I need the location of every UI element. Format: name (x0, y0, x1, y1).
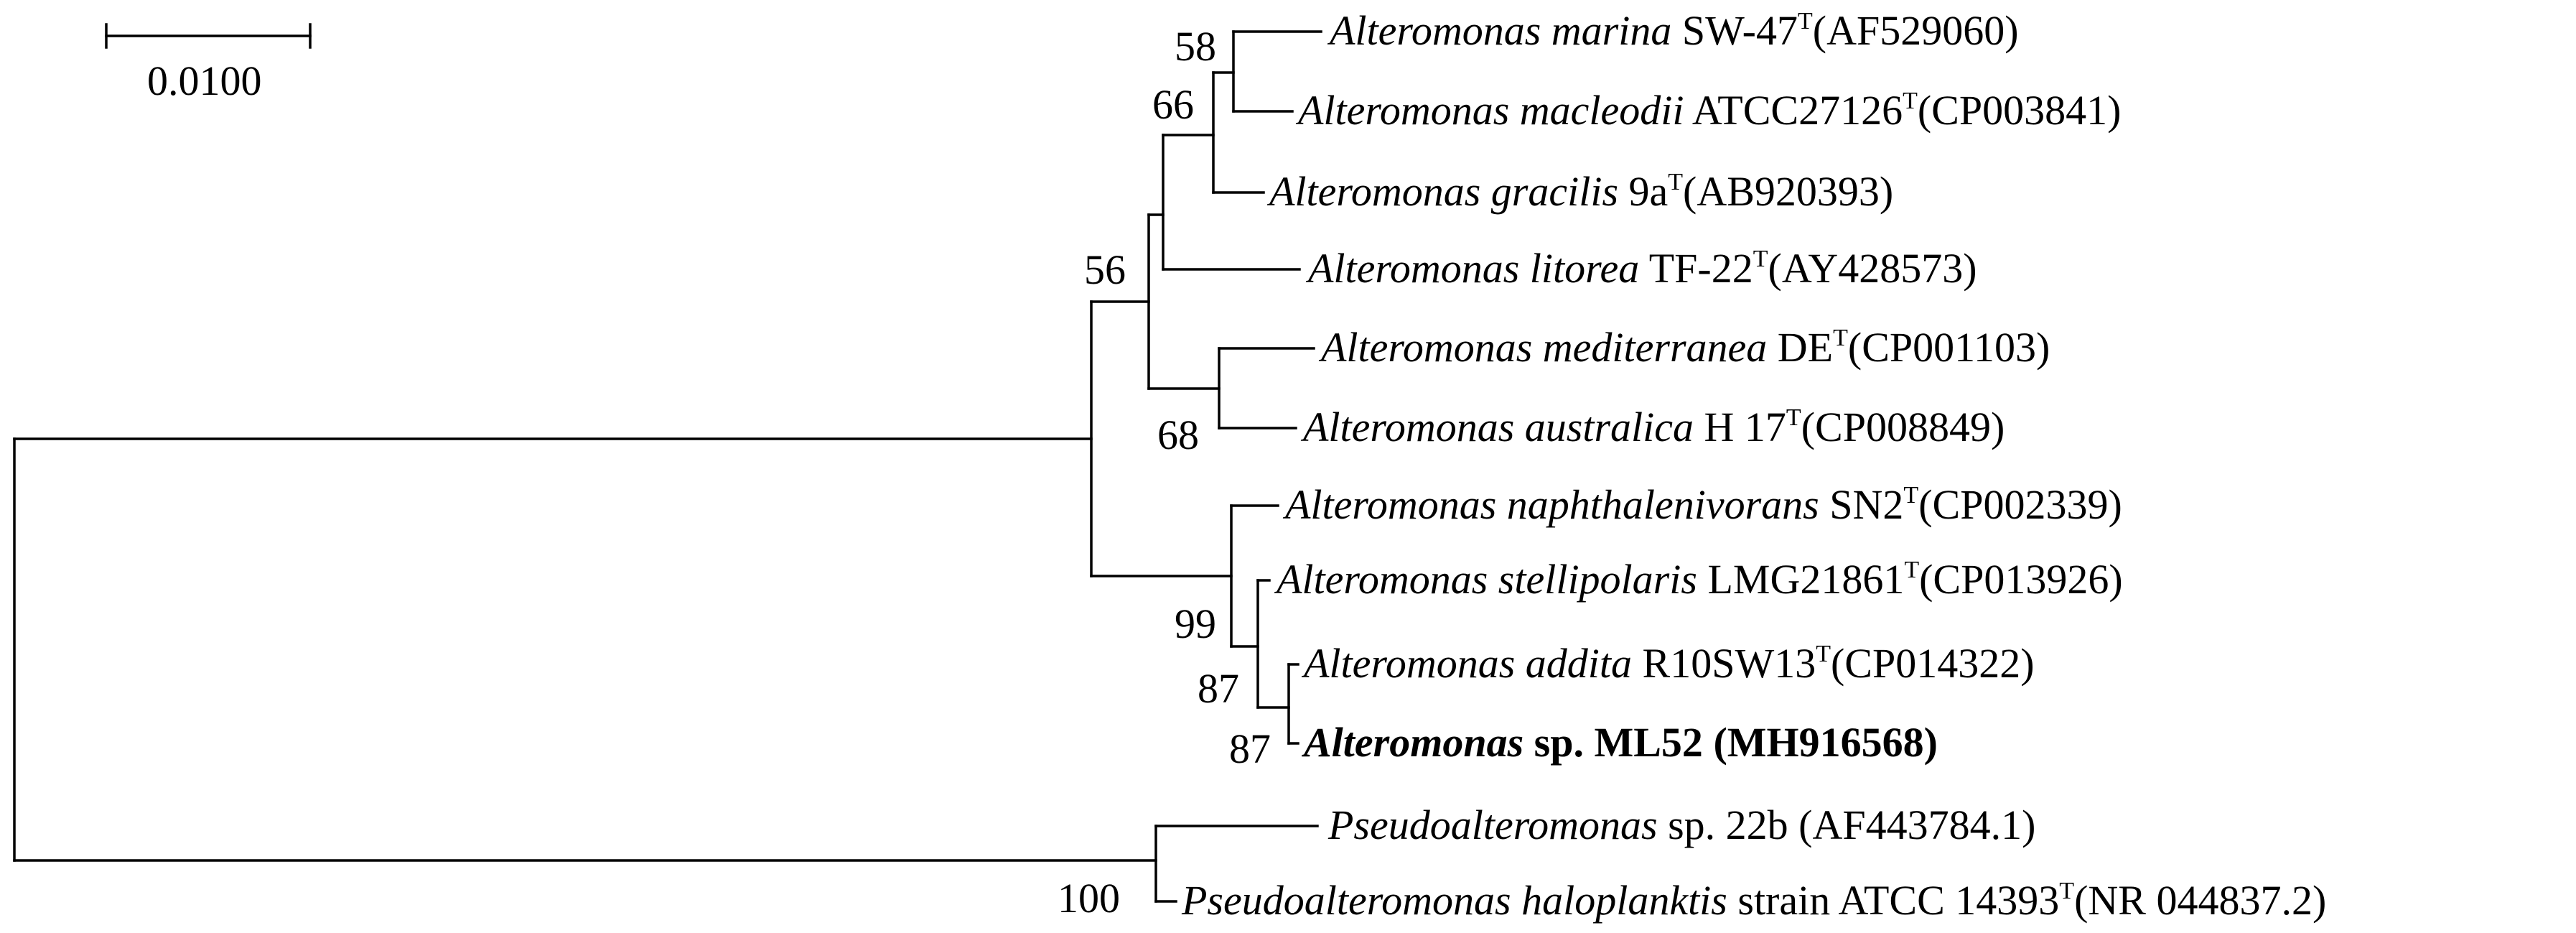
taxon-label-pseudoalteromonas-22b: Pseudoalteromonas sp. 22b (AF443784.1) (1327, 802, 2035, 848)
bootstrap-68: 68 (1157, 412, 1199, 458)
taxon-labels: Alteromonas marina SW-47T(AF529060) Alte… (1181, 7, 2326, 924)
taxon-label-alteromonas-macleodii: Alteromonas macleodii ATCC27126T(CP00384… (1295, 87, 2121, 134)
bootstrap-99: 99 (1175, 600, 1216, 647)
taxon-label-pseudoalteromonas-haloplanktis: Pseudoalteromonas haloplanktis strain AT… (1181, 877, 2326, 924)
taxon-label-alteromonas-ml52: Alteromonas sp. ML52 (MH916568) (1302, 719, 1938, 766)
taxon-label-alteromonas-gracilis: Alteromonas gracilis 9aT(AB920393) (1266, 168, 1893, 215)
bootstrap-56: 56 (1084, 246, 1126, 293)
scale-bar-label: 0.0100 (147, 57, 262, 104)
taxon-label-alteromonas-litorea: Alteromonas litorea TF-22T(AY428573) (1305, 245, 1977, 292)
taxon-label-alteromonas-mediterranea: Alteromonas mediterranea DET(CP001103) (1318, 324, 2050, 371)
bootstrap-87-lower: 87 (1229, 725, 1271, 772)
taxon-label-alteromonas-stellipolaris: Alteromonas stellipolaris LMG21861T(CP01… (1274, 556, 2123, 603)
taxon-label-alteromonas-naphthalenivorans: Alteromonas naphthalenivorans SN2T(CP002… (1282, 481, 2122, 528)
scale-bar: 0.0100 (105, 23, 312, 104)
tree-branches (13, 30, 1322, 903)
bootstrap-58: 58 (1175, 23, 1216, 70)
bootstrap-values: 58 66 56 68 99 87 87 100 (1058, 23, 1271, 922)
bootstrap-66: 66 (1152, 81, 1194, 128)
taxon-label-alteromonas-australica: Alteromonas australica H 17T(CP008849) (1300, 404, 2005, 450)
bootstrap-87-upper: 87 (1198, 665, 1239, 712)
taxon-label-alteromonas-marina: Alteromonas marina SW-47T(AF529060) (1327, 7, 2019, 54)
bootstrap-100: 100 (1058, 875, 1120, 922)
taxon-label-alteromonas-addita: Alteromonas addita R10SW13T(CP014322) (1301, 640, 2035, 687)
